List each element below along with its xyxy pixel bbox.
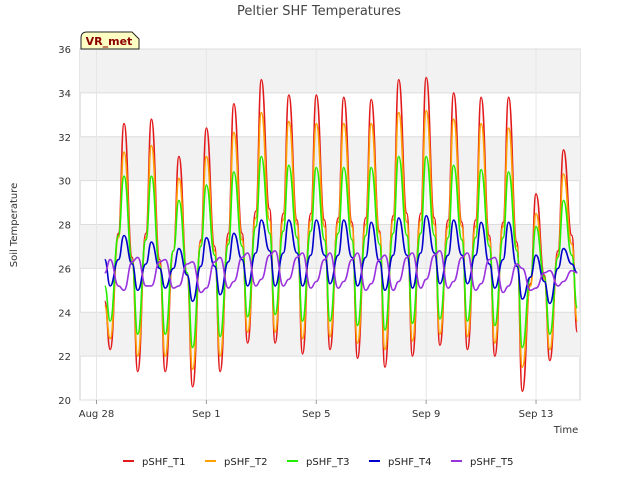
site-badge: VR_met [80,31,140,50]
y-tick-label: 28 [58,221,71,232]
y-tick-label: 34 [58,89,71,100]
y-axis-label: Soil Temperature [9,183,20,268]
series-line-pSHF_T5 [104,250,578,294]
y-tick-label: 24 [58,308,71,319]
legend-label-pSHF_T1: pSHF_T1 [142,457,185,468]
y-tick-label: 36 [58,45,71,56]
site-badge-label: VR_met [86,35,133,48]
series-line-pSHF_T3 [103,155,579,349]
x-tick-label: Sep 13 [519,409,554,420]
x-axis-label: Time [553,425,578,436]
series-layer [103,76,579,392]
x-tick-labels: Aug 28 Sep 1 Sep 5 Sep 9 Sep 13 [79,400,554,420]
y-tick-label: 32 [58,133,71,144]
y-tick-label: 22 [58,352,71,363]
y-tick-label: 20 [58,396,71,407]
legend-label-pSHF_T2: pSHF_T2 [224,457,267,468]
x-tick-label: Sep 9 [412,409,440,420]
y-tick-label: 30 [58,177,71,188]
x-tick-label: Sep 5 [302,409,330,420]
chart-title: Peltier SHF Temperatures [237,4,401,19]
legend-label-pSHF_T5: pSHF_T5 [470,457,513,468]
plot-band [80,136,580,181]
x-tick-label: Sep 1 [192,409,220,420]
site-badge-shape [80,31,140,50]
x-tick-label: Aug 28 [79,409,114,420]
legend: pSHF_T1 pSHF_T2 pSHF_T3 pSHF_T4 pSHF_T5 [123,457,513,468]
legend-label-pSHF_T3: pSHF_T3 [306,457,349,468]
y-tick-label: 26 [58,264,71,275]
y-tick-labels: 20 22 24 26 28 30 32 34 36 [58,45,71,407]
legend-label-pSHF_T4: pSHF_T4 [388,457,431,468]
plot-band [80,49,580,93]
